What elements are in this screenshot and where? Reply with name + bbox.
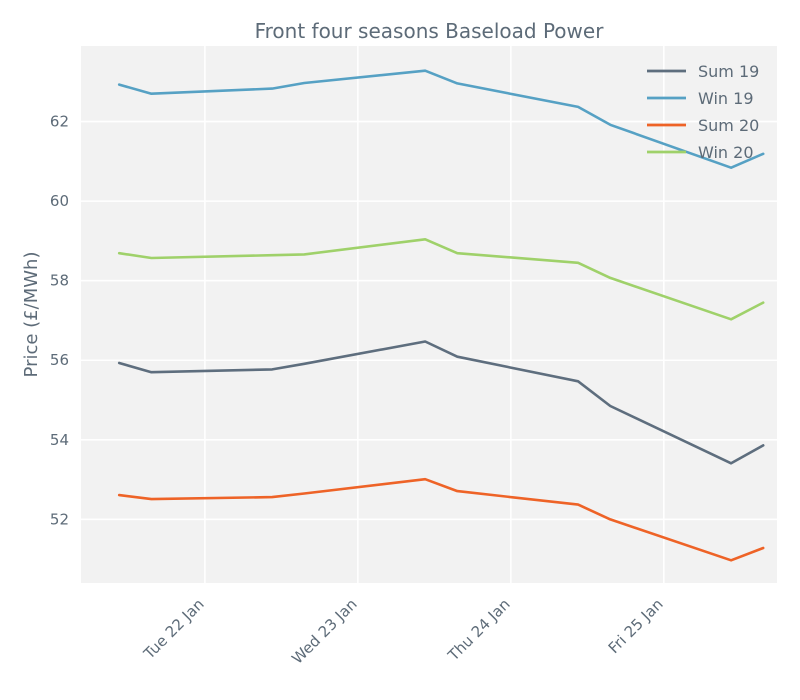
x-tick-label: Tue 22 Jan xyxy=(140,595,208,663)
plot-background xyxy=(81,46,777,583)
y-tick-label: 56 xyxy=(50,351,69,369)
x-tick-label: Wed 23 Jan xyxy=(288,595,360,667)
legend-label: Sum 19 xyxy=(698,62,759,81)
y-tick-label: 58 xyxy=(50,272,69,290)
series-line-win-19 xyxy=(117,69,765,169)
series-line-win-20 xyxy=(117,238,765,321)
y-axis: 52 54 56 58 60 62 xyxy=(50,113,69,529)
y-tick-label: 60 xyxy=(50,192,69,210)
grid xyxy=(81,46,777,583)
y-tick-label: 54 xyxy=(50,431,69,449)
x-tick-label: Thu 24 Jan xyxy=(444,595,514,665)
y-axis-label: Price (£/MWh) xyxy=(21,252,42,378)
legend-label: Win 20 xyxy=(698,143,754,162)
legend-label: Win 19 xyxy=(698,89,754,108)
series-line-sum-20 xyxy=(117,477,765,562)
x-tick-label: Fri 25 Jan xyxy=(605,595,667,657)
chart-title: Front four seasons Baseload Power xyxy=(255,19,605,43)
x-axis: Tue 22 Jan Wed 23 Jan Thu 24 Jan Fri 25 Jan xyxy=(140,595,667,667)
y-tick-label: 62 xyxy=(50,113,69,131)
legend: Sum 19 Win 19 Sum 20 Win 20 xyxy=(647,62,759,162)
y-tick-label: 52 xyxy=(50,510,69,528)
series-group xyxy=(117,69,765,562)
series-line-sum-19 xyxy=(117,340,765,465)
legend-label: Sum 20 xyxy=(698,116,759,135)
